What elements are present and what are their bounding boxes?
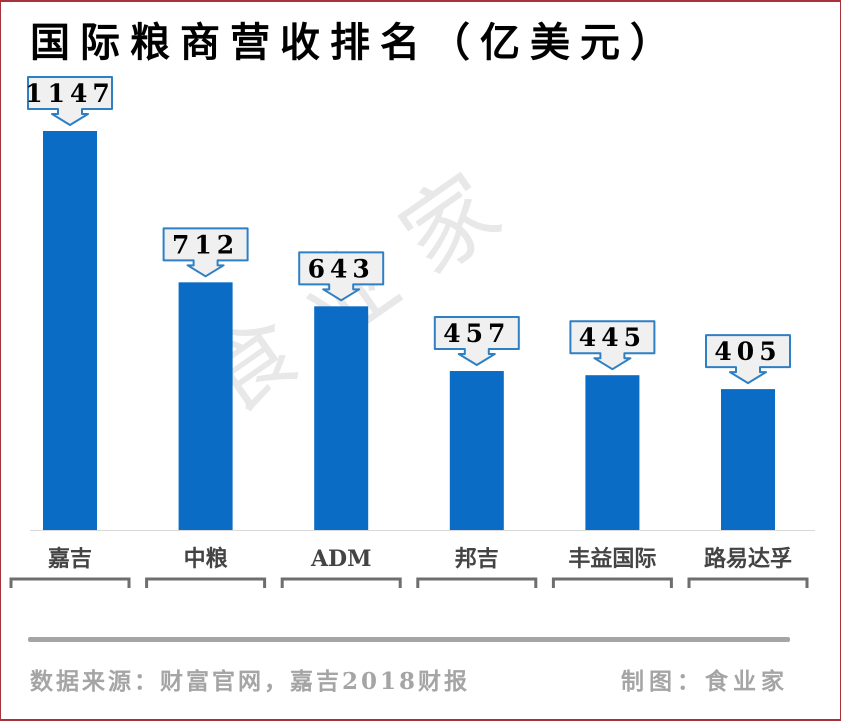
x-tick-label-4: 丰益国际	[568, 546, 656, 572]
data-label-callout-4	[569, 320, 656, 371]
bar-4	[585, 375, 640, 530]
data-label-3: 457	[443, 319, 510, 348]
bar-3	[449, 371, 504, 530]
category-bracket-2	[280, 577, 402, 588]
x-tick-label-0: 嘉吉	[48, 546, 92, 572]
chart-title: 国际粮商营收排名（亿美元）	[30, 19, 680, 66]
data-label-2: 643	[308, 254, 375, 283]
data-label-callout-3	[433, 316, 520, 367]
bar-0	[43, 131, 97, 530]
x-tick-label-3: 邦吉	[455, 546, 499, 572]
category-bracket-5	[687, 577, 809, 588]
category-bracket-4	[551, 577, 673, 588]
data-label-callout-2	[298, 251, 385, 302]
data-label-callout-5	[705, 334, 791, 385]
data-label-4: 445	[579, 323, 646, 352]
footer-divider	[28, 637, 790, 642]
category-bracket-1	[145, 577, 267, 588]
bar-2	[314, 306, 369, 530]
bar-1	[178, 282, 233, 530]
x-tick-label-2: ADM	[310, 546, 372, 572]
data-label-0: 1147	[25, 79, 115, 108]
data-label-callout-0	[27, 76, 113, 126]
data-source: 数据来源：财富官网，嘉吉2018财报	[30, 668, 471, 695]
data-label-callout-1	[162, 227, 249, 278]
data-label-1: 712	[172, 230, 239, 259]
bar-5	[721, 389, 775, 530]
data-label-5: 405	[714, 337, 781, 366]
x-tick-label-5: 路易达孚	[704, 546, 792, 572]
chart-credit: 制图：食业家	[621, 668, 789, 695]
x-tick-label-1: 中粮	[184, 546, 228, 572]
category-bracket-3	[416, 577, 538, 588]
category-bracket-0	[9, 577, 131, 588]
